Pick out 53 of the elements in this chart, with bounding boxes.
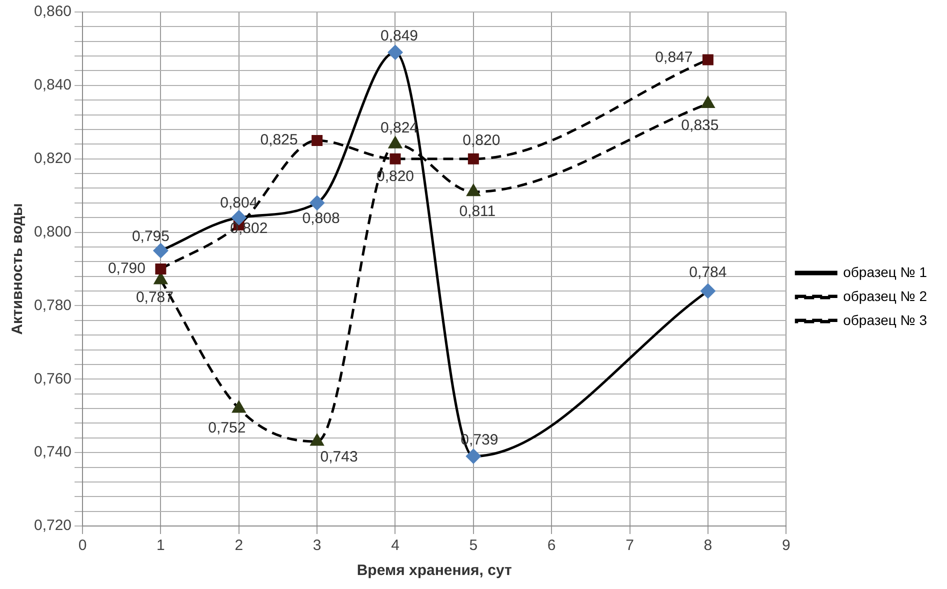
x-tick-label: 8 <box>704 537 712 554</box>
data-label: 0,784 <box>689 264 727 282</box>
y-tick-label: 0,820 <box>34 150 72 167</box>
data-label: 0,752 <box>208 420 246 437</box>
data-label: 0,849 <box>380 28 418 45</box>
y-tick-label: 0,800 <box>34 223 72 240</box>
data-label: 0,835 <box>681 116 719 134</box>
legend-label: образец № 1 <box>843 264 928 280</box>
point <box>155 264 166 274</box>
point <box>310 196 324 210</box>
y-axis-title: Активность воды <box>9 203 26 335</box>
y-tick-label: 0,780 <box>34 296 72 314</box>
point <box>388 45 402 60</box>
data-label: 0,795 <box>132 228 170 245</box>
x-tick-label: 2 <box>234 537 244 554</box>
x-tick-label: 3 <box>312 537 322 554</box>
data-label: 0,820 <box>462 132 500 149</box>
x-tick-label: 9 <box>782 537 790 554</box>
data-label: 0,743 <box>320 448 358 466</box>
x-tick-label: 1 <box>156 537 165 554</box>
data-label: 0,847 <box>655 48 693 66</box>
data-label: 0,825 <box>260 132 298 149</box>
x-tick-label: 4 <box>391 537 400 554</box>
data-label: 0,790 <box>108 260 146 278</box>
point <box>702 96 714 108</box>
point <box>468 153 479 164</box>
data-label: 0,808 <box>302 210 340 228</box>
point <box>154 272 168 284</box>
y-tick-label: 0,860 <box>34 3 72 20</box>
x-tick-label: 5 <box>469 537 478 554</box>
y-tick-label: 0,720 <box>34 517 72 534</box>
point <box>390 153 401 164</box>
point <box>702 54 714 66</box>
data-label: 0,804 <box>220 194 258 212</box>
point <box>310 434 324 446</box>
point <box>466 448 481 464</box>
point <box>312 135 323 146</box>
legend-label: образец № 2 <box>843 288 928 304</box>
point <box>466 184 480 196</box>
y-tick-label: 0,740 <box>34 444 72 461</box>
x-tick-label: 7 <box>626 537 634 554</box>
point <box>700 284 716 298</box>
x-tick-label: 0 <box>78 537 87 554</box>
point <box>232 401 246 413</box>
x-axis-title: Время хранения, сут <box>356 562 512 580</box>
y-tick-label: 0,840 <box>34 76 72 94</box>
data-label: 0,811 <box>459 203 496 220</box>
y-tick-label: 0,760 <box>34 370 72 388</box>
point <box>388 136 402 148</box>
point <box>153 243 168 258</box>
legend-label: образец № 3 <box>843 312 928 328</box>
data-label: 0,820 <box>376 168 414 185</box>
x-tick-label: 6 <box>547 537 556 554</box>
